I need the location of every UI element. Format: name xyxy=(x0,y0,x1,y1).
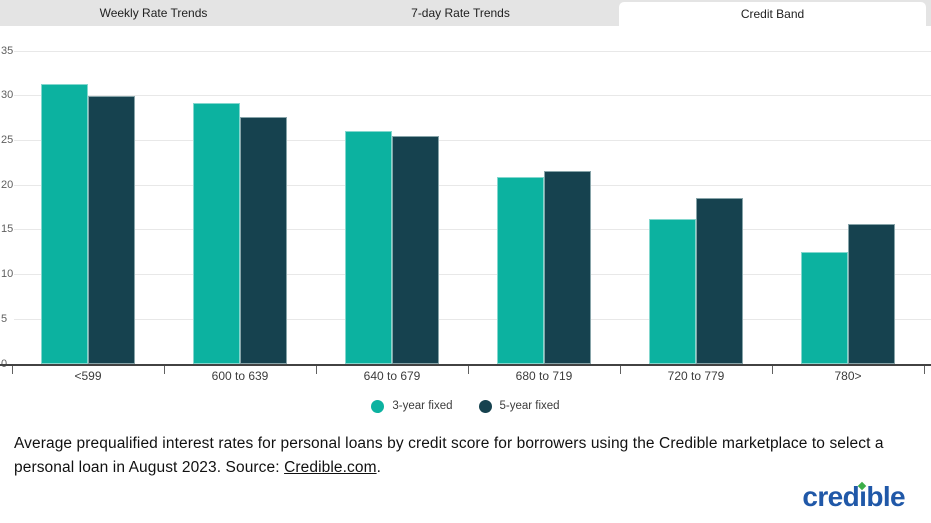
chart-caption: Average prequalified interest rates for … xyxy=(14,432,917,480)
legend-label: 3-year fixed xyxy=(392,400,453,412)
credible-link[interactable]: Credible.com xyxy=(284,459,377,476)
y-axis-tick-label: 0 xyxy=(1,358,17,371)
y-axis-tick-label: 25 xyxy=(1,133,14,146)
bar-5-year-fixed-1[interactable] xyxy=(88,95,135,364)
gridline xyxy=(14,274,931,276)
credible-logo: credı ble xyxy=(802,481,905,512)
bar-chart: 0 5 10 15 20 25 30 35 <599 600 to 639 640 to 679 6… xyxy=(0,26,931,386)
x-axis-tick xyxy=(620,366,621,374)
gridline xyxy=(14,229,931,231)
y-axis-tick-label: 20 xyxy=(1,178,14,191)
bar-5-year-fixed-3[interactable] xyxy=(392,135,439,364)
x-axis-category-label: <599 xyxy=(74,369,102,383)
logo-text: ble xyxy=(866,481,905,512)
logo-i-letter: ı xyxy=(857,481,867,513)
gridline xyxy=(14,139,931,141)
bar-3-year-fixed-6[interactable] xyxy=(801,252,848,364)
caption-text: Average prequalified interest rates for … xyxy=(14,435,884,476)
x-axis-tick xyxy=(164,366,165,374)
x-axis-category-label: 780> xyxy=(834,369,862,383)
legend-dot-icon xyxy=(371,399,385,413)
bar-5-year-fixed-2[interactable] xyxy=(240,117,287,364)
x-axis-tick xyxy=(772,366,773,374)
bar-3-year-fixed-4[interactable] xyxy=(497,177,544,364)
legend-label: 5-year fixed xyxy=(499,400,560,412)
x-axis-category-label: 640 to 679 xyxy=(363,369,421,383)
x-axis-tick xyxy=(468,366,469,374)
brand-logo-row: credı ble xyxy=(802,481,905,513)
y-axis-tick-label: 5 xyxy=(1,312,8,325)
bar-5-year-fixed-5[interactable] xyxy=(696,197,743,364)
gridline xyxy=(14,184,931,186)
x-axis-category-label: 720 to 779 xyxy=(667,369,725,383)
x-axis-tick xyxy=(12,366,13,374)
gridline xyxy=(14,95,931,97)
chart-legend: 3-year fixed 5-year fixed xyxy=(0,396,931,416)
y-axis-tick-label: 30 xyxy=(1,89,14,102)
y-axis-tick-label: 15 xyxy=(1,223,14,236)
legend-item-5-year-fixed: 5-year fixed xyxy=(478,399,560,413)
x-axis-line xyxy=(0,364,931,366)
bar-3-year-fixed-5[interactable] xyxy=(649,219,696,364)
bar-5-year-fixed-4[interactable] xyxy=(544,170,591,364)
tab-bar: Weekly Rate Trends 7-day Rate Trends Cre… xyxy=(0,0,931,26)
gridline xyxy=(14,318,931,320)
y-axis-tick-label: 10 xyxy=(1,268,14,281)
bar-5-year-fixed-6[interactable] xyxy=(848,223,895,364)
tab-label: 7-day Rate Trends xyxy=(411,6,510,20)
tab-label: Credit Band xyxy=(740,7,805,21)
tab-7-day-rate-trends[interactable]: 7-day Rate Trends xyxy=(307,0,614,26)
bar-3-year-fixed-3[interactable] xyxy=(345,131,392,364)
bar-3-year-fixed-2[interactable] xyxy=(193,102,240,364)
tab-label: Weekly Rate Trends xyxy=(99,6,208,20)
legend-item-3-year-fixed: 3-year fixed xyxy=(371,399,453,413)
x-axis-category-label: 680 to 719 xyxy=(515,369,573,383)
tab-weekly-rate-trends[interactable]: Weekly Rate Trends xyxy=(0,0,307,26)
bar-3-year-fixed-1[interactable] xyxy=(41,84,88,364)
caption-period: . xyxy=(376,459,382,476)
logo-text: cred xyxy=(802,481,860,512)
x-axis-tick xyxy=(316,366,317,374)
legend-dot-icon xyxy=(478,399,492,413)
x-axis-tick xyxy=(924,366,925,374)
y-axis-tick-label: 35 xyxy=(1,44,14,57)
x-axis-category-label: 600 to 639 xyxy=(211,369,269,383)
logo-i-stem: ı xyxy=(859,481,867,512)
gridline xyxy=(14,50,931,52)
tab-credit-band[interactable]: Credit Band xyxy=(619,2,926,26)
